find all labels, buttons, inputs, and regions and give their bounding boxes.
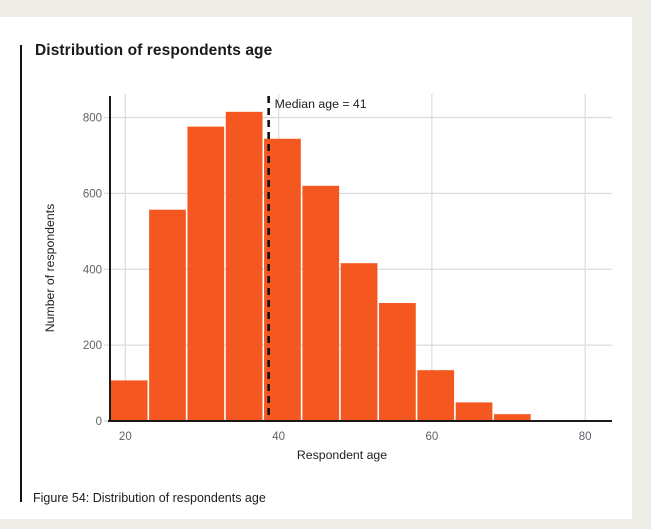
y-tick-label: 800	[83, 113, 102, 125]
figure-caption: Figure 54: Distribution of respondents a…	[33, 491, 266, 505]
histogram-bar	[302, 185, 340, 421]
histogram-bar	[264, 138, 301, 421]
histogram-bar	[110, 380, 148, 421]
histogram-bar	[149, 209, 186, 421]
y-tick-label: 400	[83, 264, 102, 276]
histogram-bar	[494, 414, 531, 421]
figure-left-rule	[20, 45, 22, 502]
histogram-bar	[225, 111, 263, 421]
y-tick-label: 600	[83, 188, 102, 200]
x-tick-label: 20	[119, 431, 132, 443]
x-axis-title: Respondent age	[297, 448, 387, 462]
y-tick-label: 200	[83, 340, 102, 352]
x-tick-label: 80	[579, 431, 592, 443]
histogram-bar	[417, 370, 455, 421]
histogram-bar	[187, 126, 225, 421]
histogram-bar	[379, 303, 416, 421]
histogram-bar	[340, 263, 378, 421]
x-tick-label: 60	[425, 431, 438, 443]
y-tick-label: 0	[96, 416, 102, 428]
x-tick-label: 40	[272, 431, 285, 443]
figure-title: Distribution of respondents age	[35, 42, 273, 59]
median-annotation-label: Median age = 41	[275, 97, 367, 111]
y-axis-title: Number of respondents	[43, 204, 57, 333]
histogram-bar	[455, 402, 493, 421]
